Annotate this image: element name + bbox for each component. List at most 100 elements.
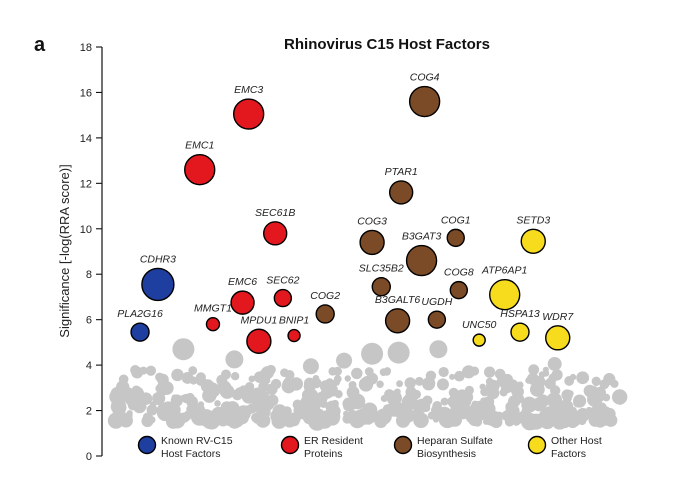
background-point [284, 370, 295, 380]
background-point [490, 415, 503, 429]
y-tick-label: 4 [86, 360, 92, 372]
point-mpdu1 [246, 328, 272, 354]
background-large-points [172, 338, 562, 375]
label-bnip1: BNIP1 [279, 315, 309, 327]
background-point [186, 395, 198, 408]
point-unc50 [472, 333, 486, 347]
legend-label-other: Other Host [551, 435, 602, 447]
point-emc1 [184, 153, 216, 186]
background-point [295, 405, 310, 420]
y-tick-label: 2 [86, 406, 92, 418]
background-point [195, 372, 206, 383]
background-point [584, 411, 591, 418]
background-point [549, 385, 561, 396]
background-point [303, 377, 316, 390]
background-point [500, 380, 514, 394]
background-point [348, 380, 357, 389]
background-point-large [429, 340, 448, 359]
background-point [539, 414, 555, 430]
background-point [217, 415, 229, 427]
background-point-large [302, 358, 319, 375]
background-point [564, 376, 575, 386]
background-point [374, 414, 387, 427]
point-setd3 [520, 228, 546, 254]
background-point [440, 397, 449, 406]
y-tick-label: 16 [80, 87, 92, 99]
background-point [236, 386, 248, 398]
background-point [511, 413, 523, 425]
label-atp6ap1: ATP6AP1 [481, 265, 527, 277]
point-cdhr3 [141, 267, 175, 302]
label-mpdu1: MPDU1 [240, 314, 277, 326]
background-point [148, 416, 156, 424]
background-point [167, 403, 181, 417]
background-point [324, 412, 338, 426]
background-point [266, 364, 276, 375]
label-sec62: SEC62 [266, 275, 299, 287]
background-point [448, 387, 459, 398]
point-ugdh [427, 310, 447, 329]
background-point-large [361, 342, 384, 365]
background-point [118, 374, 129, 385]
y-axis-title: Significance [-log(RRA score)] [57, 164, 72, 337]
background-point [414, 376, 424, 386]
point-b3galt6 [384, 308, 411, 334]
point-pla2g16 [130, 322, 150, 342]
label-wdr7: WDR7 [542, 311, 574, 323]
point-emc6 [230, 290, 255, 315]
gene-labels: CDHR3 PLA2G16 EMC1 EMC3 SEC61B EMC6 SEC62 MMGT1… [117, 72, 574, 332]
legend-label-other: Factors [551, 448, 586, 460]
background-point [181, 372, 194, 384]
background-point [182, 413, 191, 422]
point-ptar1 [388, 180, 414, 205]
background-point [146, 404, 158, 416]
background-point [526, 372, 539, 385]
background-point [404, 377, 416, 389]
background-point [216, 374, 228, 386]
background-point [248, 375, 256, 383]
background-point [386, 401, 402, 417]
background-point [593, 402, 604, 413]
background-point [449, 373, 456, 380]
y-tick-label: 18 [80, 42, 92, 54]
background-point [535, 400, 543, 408]
legend-label-known: Known RV-C15 [161, 435, 233, 447]
label-unc50: UNC50 [462, 319, 497, 331]
label-setd3: SETD3 [516, 214, 550, 226]
background-point [313, 408, 325, 421]
background-point [555, 400, 572, 417]
background-point [454, 370, 465, 382]
background-point [558, 415, 571, 429]
background-point-large [547, 356, 562, 371]
background-points [107, 364, 628, 431]
background-point [329, 389, 337, 397]
background-point [213, 407, 224, 419]
label-emc6: EMC6 [228, 276, 257, 288]
background-point [405, 386, 417, 398]
background-point [200, 379, 215, 393]
point-slc35b2 [371, 277, 391, 297]
background-point [351, 367, 363, 380]
point-atp6ap1 [489, 278, 521, 311]
label-b3gat3: B3GAT3 [402, 231, 442, 243]
point-cog3 [359, 229, 385, 256]
background-point [364, 367, 374, 376]
background-point [282, 376, 297, 392]
chart-title: Rhinovirus C15 Host Factors [284, 36, 490, 53]
background-point [362, 409, 377, 424]
y-axis-ticks: 0 2 4 6 8 10 12 14 16 18 [80, 42, 102, 463]
background-point-large [336, 352, 353, 369]
legend-label-er: ER Resident [304, 435, 363, 447]
y-tick-label: 10 [80, 224, 92, 236]
y-tick-label: 14 [80, 133, 92, 145]
background-point [199, 416, 210, 427]
background-point [576, 371, 590, 385]
background-point [396, 380, 403, 388]
label-hspa13: HSPA13 [500, 308, 540, 320]
background-point [610, 379, 619, 388]
background-point [469, 366, 480, 376]
labeled-points [130, 85, 571, 354]
label-cog3: COG3 [357, 215, 387, 227]
background-point [562, 393, 572, 403]
